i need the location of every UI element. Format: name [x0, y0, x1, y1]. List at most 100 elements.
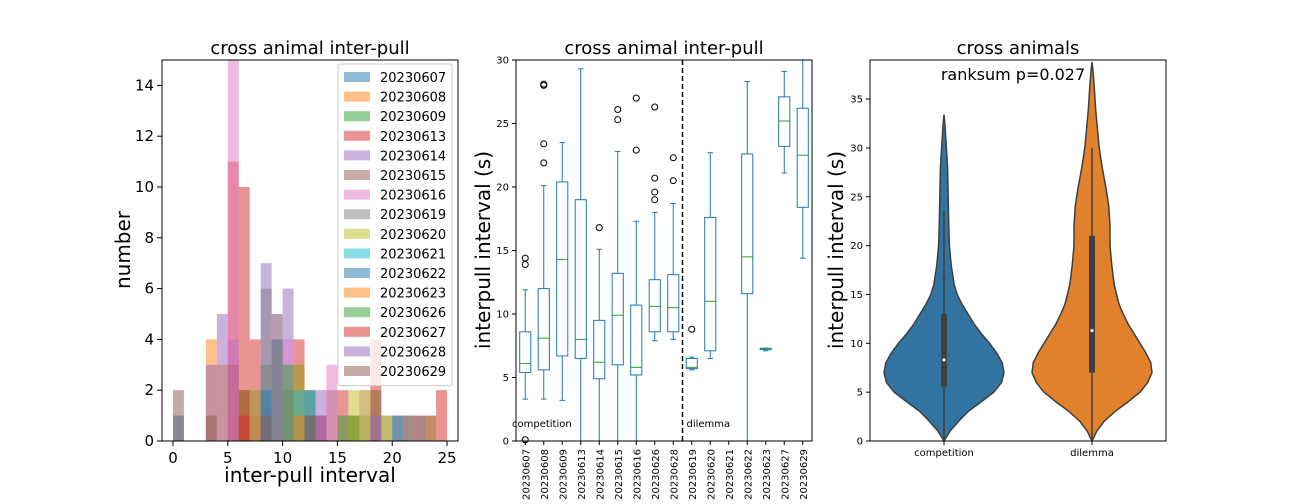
histogram-plot-area: 0 5 10 15 20 25 0 2 4 6 8 10 12 14	[135, 59, 459, 467]
violin-y-label: interpull interval (s)	[824, 151, 848, 349]
box-outlier	[688, 325, 696, 333]
legend-swatch	[344, 111, 370, 122]
violin-y-tick-label: 20	[850, 241, 863, 252]
histogram-bar	[370, 339, 382, 441]
legend-label: 20230622	[380, 267, 446, 282]
legend-swatch	[344, 326, 370, 337]
legend-label: 20230619	[380, 208, 446, 223]
histogram-y-tick-label: 4	[144, 330, 154, 348]
boxplot-x-tick-label: 20230620	[706, 449, 717, 500]
boxplot-x-tick-label: 20230619	[688, 449, 699, 500]
box-body	[704, 216, 717, 352]
box-outlier	[651, 174, 659, 182]
violin-plot-area: competition dilemma 0 5 10 15 20 25 30 35	[850, 59, 1167, 459]
box-outlier	[595, 224, 603, 232]
histogram-x-tick-label: 20	[383, 449, 402, 467]
violin-y-tick-label: 25	[850, 192, 863, 203]
histogram-bar	[337, 415, 349, 441]
histogram-bar	[381, 415, 393, 441]
histogram-bar	[238, 187, 250, 441]
boxplot-y-tick-label: 20	[496, 183, 509, 194]
histogram-panel: cross animal inter-pull 0 5 10 15 20 25 0 2 4 6 8 1…	[111, 38, 459, 487]
violin-y-tick-label: 15	[850, 290, 863, 301]
histogram-y-tick-label: 14	[135, 76, 154, 94]
box-body	[648, 279, 661, 333]
violin-median	[1090, 329, 1094, 333]
histogram-bar	[205, 364, 217, 441]
legend-label: 20230609	[380, 110, 446, 125]
box-body	[778, 96, 791, 147]
legend-swatch	[344, 307, 370, 318]
boxplot-plot-area: 20230607 20230608 20230609 20230613 20230614…	[496, 56, 813, 500]
legend-label: 20230607	[380, 71, 446, 86]
boxplot-x-tick-label: 20230607	[521, 449, 532, 500]
boxplot-title: cross animal inter-pull	[564, 38, 763, 59]
box-outlier	[614, 106, 622, 114]
histogram-y-label: number	[111, 210, 135, 289]
boxplot-y-tick-label: 5	[503, 373, 509, 384]
box-body	[611, 272, 624, 366]
histogram-bar	[282, 364, 294, 441]
histogram-y-tick-label: 10	[135, 178, 154, 196]
histogram-bar	[436, 390, 448, 441]
box-outlier	[669, 154, 677, 162]
legend-swatch	[344, 346, 370, 357]
boxplot-y-tick-label: 0	[503, 437, 509, 448]
legend-label: 20230627	[380, 326, 446, 341]
histogram-bar	[392, 415, 404, 441]
histogram-bar	[227, 60, 239, 441]
histogram-bar	[414, 415, 426, 441]
legend-swatch	[344, 91, 370, 102]
box-outlier	[651, 188, 659, 196]
histogram-x-tick-label: 25	[437, 449, 456, 467]
legend-label: 20230614	[380, 149, 446, 164]
legend-swatch	[344, 189, 370, 200]
box-body	[630, 304, 643, 376]
boxplot-y-label: interpull interval (s)	[471, 151, 495, 349]
violin-x-tick-label: dilemma	[1070, 448, 1114, 459]
histogram-bar	[293, 415, 305, 441]
box-outlier	[614, 116, 622, 124]
boxplot-x-tick-label: 20230623	[762, 449, 773, 500]
histogram-bar	[326, 364, 338, 441]
boxplot-x-tick-label: 20230608	[540, 449, 551, 500]
histogram-bar	[205, 415, 217, 441]
box-outlier	[651, 103, 659, 111]
box-body	[519, 331, 532, 373]
histogram-x-tick-label: 10	[273, 449, 292, 467]
histogram-bar	[271, 339, 283, 441]
legend-box	[337, 63, 453, 387]
legend-swatch	[344, 150, 370, 161]
histogram-bar	[315, 390, 327, 441]
legend-swatch	[344, 366, 370, 376]
histogram-bar	[260, 288, 272, 441]
histogram-bar	[425, 415, 437, 441]
histogram-y-tick-label: 12	[135, 127, 154, 145]
violin-y-tick-label: 30	[850, 143, 863, 154]
box-body	[556, 181, 569, 357]
histogram-bar	[370, 415, 382, 441]
violin-y-tick-label: 35	[850, 95, 863, 106]
violin-median	[942, 358, 946, 362]
histogram-bar	[348, 415, 360, 441]
histogram-bar	[216, 314, 228, 441]
histogram-y-tick-label: 0	[144, 432, 154, 450]
box-outlier	[669, 177, 677, 185]
histogram-bar	[359, 390, 371, 441]
legend-label: 20230623	[380, 287, 446, 302]
violin-iqr-box	[941, 314, 947, 388]
boxplot-x-tick-label: 20230609	[558, 449, 569, 500]
box-outlier	[632, 94, 640, 102]
legend-swatch	[344, 287, 370, 298]
boxplot-x-tick-label: 20230626	[651, 449, 662, 500]
boxplot-y-tick-label: 25	[496, 119, 509, 130]
box-body	[593, 319, 606, 380]
violin-title: cross animals	[957, 38, 1080, 59]
histogram-frame	[161, 59, 459, 442]
violin-x-tick-label: competition	[914, 448, 974, 459]
legend-swatch	[344, 130, 370, 141]
histogram-bar	[249, 390, 261, 441]
box-outlier	[521, 254, 529, 262]
legend-label: 20230620	[380, 228, 446, 243]
legend-label: 20230626	[380, 306, 446, 321]
